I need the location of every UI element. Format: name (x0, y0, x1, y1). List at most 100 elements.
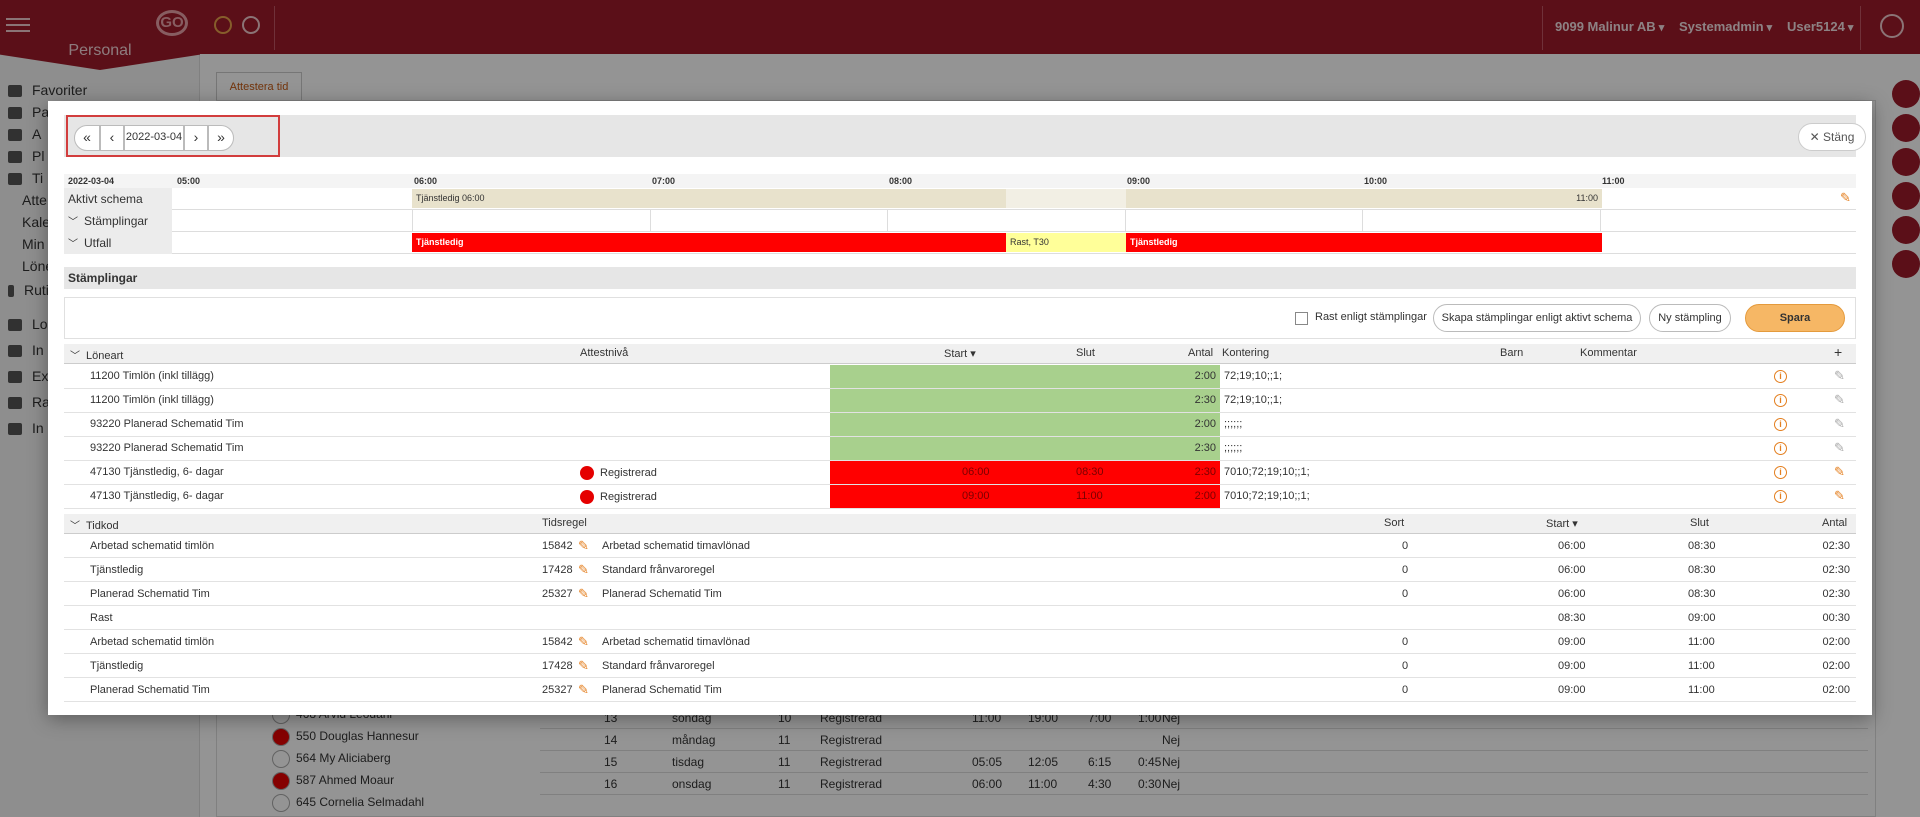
pay-table-row[interactable]: 93220 Planerad Schematid Tim 2:30;;;;;; i ✎ (64, 437, 1856, 461)
grid-cell: Registrerad (820, 755, 883, 769)
outcome-block[interactable]: Tjänstledig (412, 233, 1006, 252)
info-icon[interactable]: i (1774, 394, 1787, 407)
edit-rule-pencil-icon[interactable]: ✎ (578, 634, 589, 649)
mail-rail-icon[interactable] (1892, 182, 1920, 210)
col-header[interactable]: Antal (1822, 517, 1848, 529)
save-button[interactable]: Spara (1745, 304, 1845, 332)
report-rail-icon[interactable] (1892, 250, 1920, 278)
background-employee-row[interactable]: 645 Cornelia Selmadahl (272, 794, 424, 816)
background-employee-row[interactable]: 550 Douglas Hannesur (272, 728, 419, 750)
create-stamps-button[interactable]: Skapa stämplingar enligt aktivt schema (1433, 304, 1641, 332)
hamburger-menu-icon[interactable] (6, 14, 30, 34)
pay-table-row[interactable]: 11200 Timlön (inkl tillägg) 2:30 72;19;10;… (64, 389, 1856, 413)
col-header[interactable]: ﹀ Tidkod (70, 520, 119, 532)
sidebar-item[interactable]: Pa (8, 104, 49, 124)
prev-date-button[interactable]: ‹ (100, 125, 124, 151)
close-button[interactable]: ✕ Stäng (1798, 123, 1866, 151)
sidebar-item[interactable]: A (8, 126, 41, 146)
add-row-plus-icon[interactable]: + (1834, 344, 1843, 360)
info-icon[interactable]: i (1774, 418, 1787, 431)
rule-name: Planerad Schematid Tim (602, 588, 722, 600)
info-icon[interactable]: i (1774, 442, 1787, 455)
row-label[interactable]: ﹀ Utfall (64, 232, 172, 254)
col-header[interactable]: Slut (1690, 517, 1709, 529)
edit-pencil-icon[interactable]: ✎ (1834, 464, 1845, 479)
col-header[interactable]: Antal (1188, 347, 1214, 359)
time-table-row[interactable]: Tjänstledig 17428 ✎ Standard frånvaroregel 0… (64, 655, 1856, 678)
background-employee-row[interactable]: 587 Ahmed Moaur (272, 772, 394, 794)
pay-table-row[interactable]: 47130 Tjänstledig, 6- dagar Registrerad 06… (64, 461, 1856, 485)
edit-rule-pencil-icon[interactable]: ✎ (578, 562, 589, 577)
outcome-block[interactable]: Tjänstledig (1126, 233, 1602, 252)
info-rail-icon[interactable] (1892, 80, 1920, 108)
col-header[interactable]: Sort (1384, 517, 1405, 529)
pay-table-row[interactable]: 47130 Tjänstledig, 6- dagar Registrerad 09… (64, 485, 1856, 509)
time-table-row[interactable]: Planerad Schematid Tim 25327 ✎ Planerad Sch… (64, 679, 1856, 702)
sidebar-item[interactable]: Lo (8, 316, 48, 336)
academy-rail-icon[interactable] (1892, 148, 1920, 176)
sidebar-item[interactable]: Ex (8, 368, 48, 388)
background-employee-row[interactable]: 564 My Aliciaberg (272, 750, 391, 772)
edit-rule-pencil-icon[interactable]: ✎ (578, 682, 589, 697)
logout-power-icon[interactable] (1880, 14, 1904, 38)
break-checkbox[interactable] (1295, 312, 1308, 325)
edit-pencil-icon[interactable]: ✎ (1834, 368, 1845, 383)
sidebar-item-routines[interactable]: Ruti (8, 282, 49, 302)
sidebar-subitem[interactable]: Löne (22, 258, 54, 274)
edit-pencil-icon[interactable]: ✎ (1834, 416, 1845, 431)
col-header[interactable]: ﹀ Löneart (70, 350, 124, 362)
edit-schema-pencil-icon[interactable]: ✎ (1840, 190, 1851, 205)
schema-block[interactable]: 11:00 (1126, 189, 1602, 208)
time-table-row[interactable]: Planerad Schematid Tim 25327 ✎ Planerad Sch… (64, 583, 1856, 606)
info-icon[interactable]: i (1774, 490, 1787, 503)
col-header[interactable]: Slut (1076, 347, 1095, 359)
next-date-button[interactable]: › (184, 125, 208, 151)
edit-rule-pencil-icon[interactable]: ✎ (578, 586, 589, 601)
sidebar-item-favoriter[interactable]: Favoriter (8, 82, 87, 102)
sidebar-item[interactable]: Pl (8, 148, 44, 168)
current-date[interactable]: 2022-03-04 (124, 125, 184, 151)
row-label[interactable]: ﹀ Stämplingar (64, 210, 172, 232)
sidebar-subitem[interactable]: Min t (22, 236, 53, 252)
document-rail-icon[interactable] (1892, 216, 1920, 244)
first-date-button[interactable]: « (74, 125, 100, 151)
edit-pencil-icon[interactable]: ✎ (1834, 392, 1845, 407)
time-table-row[interactable]: Rast 08:30 09:00 00:30 (64, 607, 1856, 630)
sidebar-subitem[interactable]: Kale (22, 214, 51, 230)
col-header[interactable]: Attestnivå (580, 347, 629, 359)
col-header[interactable]: Kontering (1222, 347, 1270, 359)
time-table-row[interactable]: Arbetad schematid timlön 15842 ✎ Arbetad sc… (64, 631, 1856, 654)
sidebar-subitem[interactable]: Atte (22, 192, 47, 208)
edit-pencil-icon[interactable]: ✎ (1834, 488, 1845, 503)
help-ring-icon[interactable] (214, 16, 232, 34)
tab-attestera-tid[interactable]: Attestera tid (216, 72, 302, 100)
info-icon[interactable]: i (1774, 466, 1787, 479)
sidebar-item[interactable]: Ra (8, 394, 50, 414)
new-stamp-button[interactable]: Ny stämpling (1649, 304, 1731, 332)
time-table-row[interactable]: Arbetad schematid timlön 15842 ✎ Arbetad sc… (64, 535, 1856, 558)
edit-rule-pencil-icon[interactable]: ✎ (578, 538, 589, 553)
time-table-row[interactable]: Tjänstledig 17428 ✎ Standard frånvaroregel 0… (64, 559, 1856, 582)
question-rail-icon[interactable] (1892, 114, 1920, 142)
last-date-button[interactable]: » (208, 125, 234, 151)
power-small-icon[interactable] (242, 16, 260, 34)
col-header[interactable]: Start ▾ (944, 348, 976, 360)
sidebar-item-time[interactable]: Ti (8, 170, 43, 190)
info-icon[interactable]: i (1774, 370, 1787, 383)
sidebar-item[interactable]: In (8, 342, 44, 362)
company-menu[interactable]: 9099 Malinur AB (1555, 19, 1664, 34)
grid-cell: 11 (778, 777, 791, 791)
outcome-break-block[interactable]: Rast, T30 (1006, 233, 1126, 252)
col-header[interactable]: Barn (1500, 347, 1524, 359)
col-header[interactable]: Tidsregel (542, 517, 587, 529)
pay-table-row[interactable]: 11200 Timlön (inkl tillägg) 2:00 72;19;10;… (64, 365, 1856, 389)
user-menu[interactable]: User5124 (1787, 19, 1853, 34)
col-header[interactable]: Start ▾ (1546, 518, 1578, 530)
schema-block[interactable]: Tjänstledig 06:00 (412, 189, 1006, 208)
col-header[interactable]: Kommentar (1580, 347, 1637, 359)
pay-table-row[interactable]: 93220 Planerad Schematid Tim 2:00;;;;;; i ✎ (64, 413, 1856, 437)
sidebar-item[interactable]: In (8, 420, 44, 440)
role-menu[interactable]: Systemadmin (1679, 19, 1772, 34)
edit-pencil-icon[interactable]: ✎ (1834, 440, 1845, 455)
edit-rule-pencil-icon[interactable]: ✎ (578, 658, 589, 673)
